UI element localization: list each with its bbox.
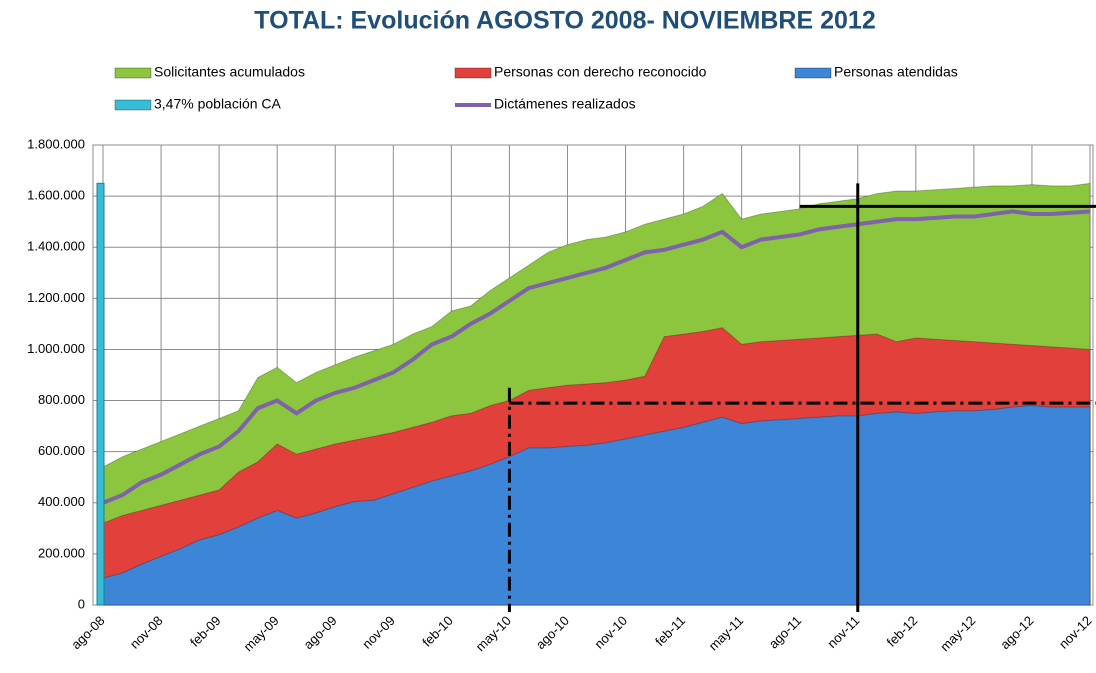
- legend-label: 3,47% población CA: [154, 96, 282, 112]
- x-tick-label: nov-10: [591, 613, 630, 652]
- legend-swatch: [794, 67, 832, 79]
- y-tick-label: 800.000: [38, 392, 85, 407]
- legend-label: Solicitantes acumulados: [154, 64, 305, 80]
- y-tick-label: 1.600.000: [27, 188, 85, 203]
- legend-item: Personas atendidas: [794, 64, 958, 80]
- y-tick-label: 1.400.000: [27, 239, 85, 254]
- x-tick-label: feb-09: [187, 613, 224, 650]
- y-tick-label: 1.200.000: [27, 290, 85, 305]
- bar: [96, 182, 105, 606]
- line: [102, 209, 1091, 505]
- area: [102, 405, 1091, 606]
- y-tick-label: 200.000: [38, 545, 85, 560]
- y-tick-label: 0: [78, 596, 85, 611]
- x-tick-label: feb-10: [419, 613, 456, 650]
- x-tick-label: feb-12: [884, 613, 921, 650]
- legend-swatch: [114, 67, 152, 79]
- x-tick-label: ago-11: [766, 613, 805, 652]
- x-tick-label: nov-09: [359, 613, 398, 652]
- x-tick-label: nov-12: [1056, 613, 1095, 652]
- legend-item: Personas con derecho reconocido: [454, 64, 707, 80]
- x-tick-label: ago-08: [68, 613, 107, 652]
- x-tick-label: ago-10: [533, 613, 572, 652]
- x-tick-label: may-10: [473, 613, 514, 654]
- x-tick-label: nov-11: [824, 613, 862, 651]
- legend-swatch: [114, 99, 152, 111]
- x-tick-label: ago-09: [301, 613, 340, 652]
- legend-label: Personas con derecho reconocido: [494, 64, 707, 80]
- y-tick-label: 1.800.000: [27, 136, 85, 151]
- y-tick-label: 400.000: [38, 494, 85, 509]
- legend-item: 3,47% población CA: [114, 96, 282, 112]
- x-tick-label: may-09: [240, 613, 281, 654]
- legend-swatch: [454, 67, 492, 79]
- x-tick-label: feb-11: [652, 613, 688, 649]
- chart-title: TOTAL: Evolución AGOSTO 2008- NOVIEMBRE …: [254, 7, 875, 35]
- y-tick-label: 1.000.000: [27, 341, 85, 356]
- legend-item: Solicitantes acumulados: [114, 64, 305, 80]
- legend-label: Personas atendidas: [834, 64, 958, 80]
- x-tick-label: ago-12: [997, 613, 1036, 652]
- y-tick-label: 600.000: [38, 443, 85, 458]
- legend-item: Dictámenes realizados: [455, 96, 636, 112]
- x-tick-label: may-11: [706, 613, 747, 654]
- x-tick-label: may-12: [937, 613, 978, 654]
- legend-label: Dictámenes realizados: [494, 96, 636, 112]
- x-tick-label: nov-08: [127, 613, 166, 652]
